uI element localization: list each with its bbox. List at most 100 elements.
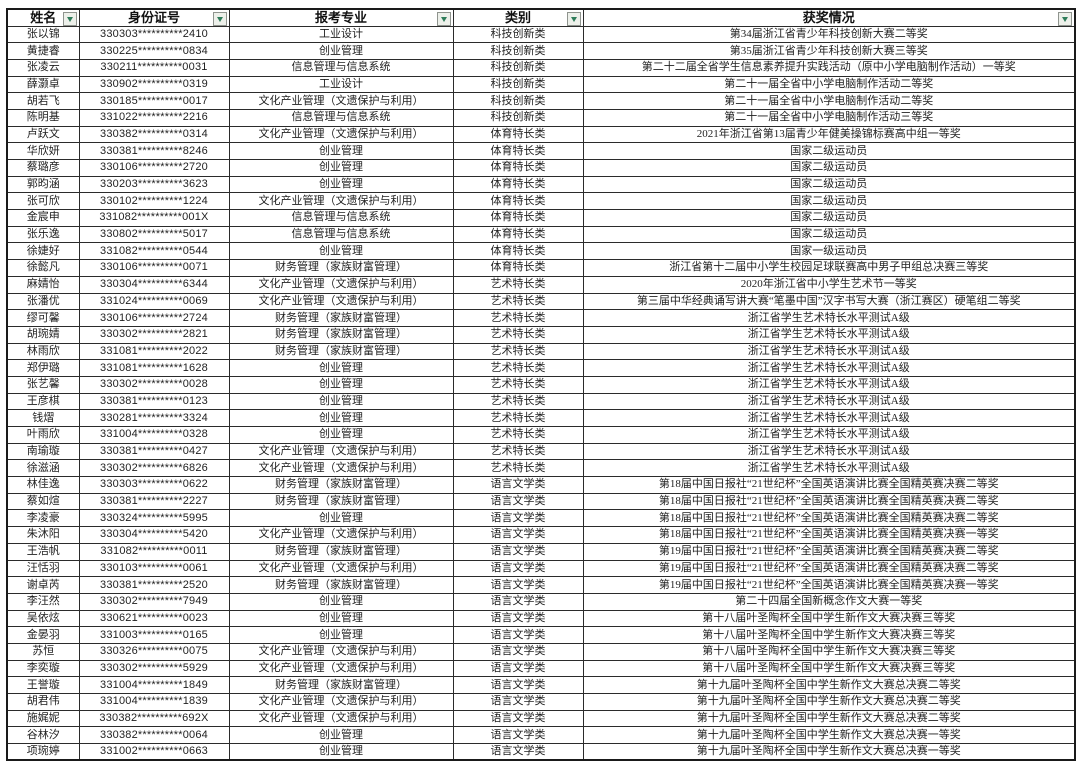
major-cell[interactable]: 财务管理（家族财富管理）: [228, 325, 454, 344]
category-cell[interactable]: 艺术特长类: [452, 426, 584, 444]
major-cell[interactable]: 创业管理: [228, 375, 454, 394]
name-cell[interactable]: 徐懿凡: [6, 259, 80, 277]
name-cell[interactable]: 黄捷睿: [6, 42, 80, 60]
major-cell[interactable]: 创业管理: [228, 743, 454, 761]
category-cell[interactable]: 语言文学类: [452, 476, 584, 494]
category-cell[interactable]: 科技创新类: [452, 58, 584, 77]
id-number-cell[interactable]: 330225**********0834: [78, 42, 230, 60]
id-number-cell[interactable]: 330106**********0071: [78, 259, 230, 277]
award-cell[interactable]: 第18届中国日报社“21世纪杯”全国英语演讲比赛全国精英赛决赛一等奖: [582, 526, 1076, 544]
name-cell[interactable]: 张凌云: [6, 58, 80, 77]
id-number-cell[interactable]: 331082**********0011: [78, 542, 230, 561]
name-cell[interactable]: 郭昀涵: [6, 175, 80, 194]
major-cell[interactable]: 财务管理（家族财富管理）: [228, 492, 454, 511]
id-number-cell[interactable]: 331082**********0544: [78, 242, 230, 261]
category-cell[interactable]: 语言文学类: [452, 559, 584, 578]
award-cell[interactable]: 第十八届叶圣陶杯全国中学生新作文大赛决赛三等奖: [582, 659, 1076, 678]
category-cell[interactable]: 艺术特长类: [452, 442, 584, 461]
id-number-cell[interactable]: 330303**********2410: [78, 25, 230, 44]
id-number-cell[interactable]: 330381**********2227: [78, 492, 230, 511]
name-cell[interactable]: 徐婕好: [6, 242, 80, 261]
id-number-cell[interactable]: 330203**********3623: [78, 175, 230, 194]
filter-dropdown-button-major[interactable]: [436, 12, 451, 25]
award-cell[interactable]: 国家二级运动员: [582, 209, 1076, 227]
major-cell[interactable]: 文化产业管理（文遗保护与利用）: [228, 642, 454, 661]
id-number-cell[interactable]: 330902**********0319: [78, 75, 230, 94]
major-cell[interactable]: 信息管理与信息系统: [228, 58, 454, 77]
category-cell[interactable]: 体育特长类: [452, 242, 584, 261]
major-cell[interactable]: 文化产业管理（文遗保护与利用）: [228, 92, 454, 110]
id-number-cell[interactable]: 331004**********1839: [78, 693, 230, 711]
name-cell[interactable]: 李凌豪: [6, 509, 80, 528]
category-cell[interactable]: 体育特长类: [452, 175, 584, 194]
major-cell[interactable]: 文化产业管理（文遗保护与利用）: [228, 659, 454, 678]
category-cell[interactable]: 科技创新类: [452, 108, 584, 127]
major-cell[interactable]: 创业管理: [228, 159, 454, 177]
award-cell[interactable]: 第十九届叶圣陶杯全国中学生新作文大赛总决赛一等奖: [582, 726, 1076, 745]
filter-dropdown-button-name[interactable]: [62, 12, 77, 25]
id-number-cell[interactable]: 330185**********0017: [78, 92, 230, 110]
award-cell[interactable]: 浙江省学生艺术特长水平测试A级: [582, 342, 1076, 361]
id-number-cell[interactable]: 330102**********1224: [78, 192, 230, 211]
category-cell[interactable]: 体育特长类: [452, 142, 584, 160]
major-cell[interactable]: 财务管理（家族财富管理）: [228, 309, 454, 327]
major-cell[interactable]: 文化产业管理（文遗保护与利用）: [228, 709, 454, 728]
name-cell[interactable]: 叶雨欣: [6, 426, 80, 444]
filter-dropdown-button-award[interactable]: [1058, 12, 1072, 25]
header-cell-category[interactable]: 类别: [452, 8, 584, 27]
id-number-cell[interactable]: 331004**********0328: [78, 426, 230, 444]
id-number-cell[interactable]: 330382**********0314: [78, 125, 230, 144]
award-cell[interactable]: 国家二级运动员: [582, 159, 1076, 177]
header-cell-major[interactable]: 报考专业: [228, 8, 454, 27]
id-number-cell[interactable]: 330381**********0427: [78, 442, 230, 461]
award-cell[interactable]: 第18届中国日报社“21世纪杯”全国英语演讲比赛全国精英赛决赛二等奖: [582, 509, 1076, 528]
award-cell[interactable]: 第三届中华经典诵写讲大赛“笔墨中国”汉字书写大赛（浙江赛区）硬笔组二等奖: [582, 292, 1076, 311]
id-number-cell[interactable]: 330302**********6826: [78, 459, 230, 478]
category-cell[interactable]: 语言文学类: [452, 576, 584, 594]
category-cell[interactable]: 艺术特长类: [452, 275, 584, 294]
category-cell[interactable]: 艺术特长类: [452, 342, 584, 361]
id-number-cell[interactable]: 330381**********0123: [78, 392, 230, 411]
category-cell[interactable]: 科技创新类: [452, 42, 584, 60]
id-number-cell[interactable]: 330106**********2720: [78, 159, 230, 177]
name-cell[interactable]: 张艺馨: [6, 375, 80, 394]
category-cell[interactable]: 语言文学类: [452, 676, 584, 694]
award-cell[interactable]: 第二十一届全省中小学电脑制作活动二等奖: [582, 75, 1076, 94]
category-cell[interactable]: 科技创新类: [452, 25, 584, 44]
category-cell[interactable]: 艺术特长类: [452, 359, 584, 377]
header-cell-award[interactable]: 获奖情况: [582, 8, 1076, 27]
major-cell[interactable]: 创业管理: [228, 392, 454, 411]
major-cell[interactable]: 创业管理: [228, 175, 454, 194]
award-cell[interactable]: 第19届中国日报社“21世纪杯”全国英语演讲比赛全国精英赛决赛一等奖: [582, 576, 1076, 594]
major-cell[interactable]: 工业设计: [228, 25, 454, 44]
category-cell[interactable]: 艺术特长类: [452, 309, 584, 327]
major-cell[interactable]: 信息管理与信息系统: [228, 209, 454, 227]
category-cell[interactable]: 体育特长类: [452, 192, 584, 211]
name-cell[interactable]: 薛灏卓: [6, 75, 80, 94]
category-cell[interactable]: 语言文学类: [452, 659, 584, 678]
id-number-cell[interactable]: 330621**********0023: [78, 609, 230, 628]
award-cell[interactable]: 第18届中国日报社“21世纪杯”全国英语演讲比赛全国精英赛决赛二等奖: [582, 492, 1076, 511]
name-cell[interactable]: 蔡如煊: [6, 492, 80, 511]
major-cell[interactable]: 创业管理: [228, 242, 454, 261]
name-cell[interactable]: 王誉璇: [6, 676, 80, 694]
major-cell[interactable]: 文化产业管理（文遗保护与利用）: [228, 192, 454, 211]
id-number-cell[interactable]: 330324**********5995: [78, 509, 230, 528]
id-number-cell[interactable]: 330302**********5929: [78, 659, 230, 678]
category-cell[interactable]: 体育特长类: [452, 125, 584, 144]
category-cell[interactable]: 语言文学类: [452, 626, 584, 644]
category-cell[interactable]: 语言文学类: [452, 726, 584, 745]
name-cell[interactable]: 陈明基: [6, 108, 80, 127]
category-cell[interactable]: 体育特长类: [452, 209, 584, 227]
id-number-cell[interactable]: 331003**********0165: [78, 626, 230, 644]
name-cell[interactable]: 缪可馨: [6, 309, 80, 327]
name-cell[interactable]: 金晏羽: [6, 626, 80, 644]
category-cell[interactable]: 语言文学类: [452, 492, 584, 511]
id-number-cell[interactable]: 330303**********0622: [78, 476, 230, 494]
id-number-cell[interactable]: 330802**********5017: [78, 225, 230, 244]
name-cell[interactable]: 郑伊璐: [6, 359, 80, 377]
major-cell[interactable]: 财务管理（家族财富管理）: [228, 259, 454, 277]
name-cell[interactable]: 胡君伟: [6, 693, 80, 711]
category-cell[interactable]: 艺术特长类: [452, 375, 584, 394]
major-cell[interactable]: 文化产业管理（文遗保护与利用）: [228, 693, 454, 711]
